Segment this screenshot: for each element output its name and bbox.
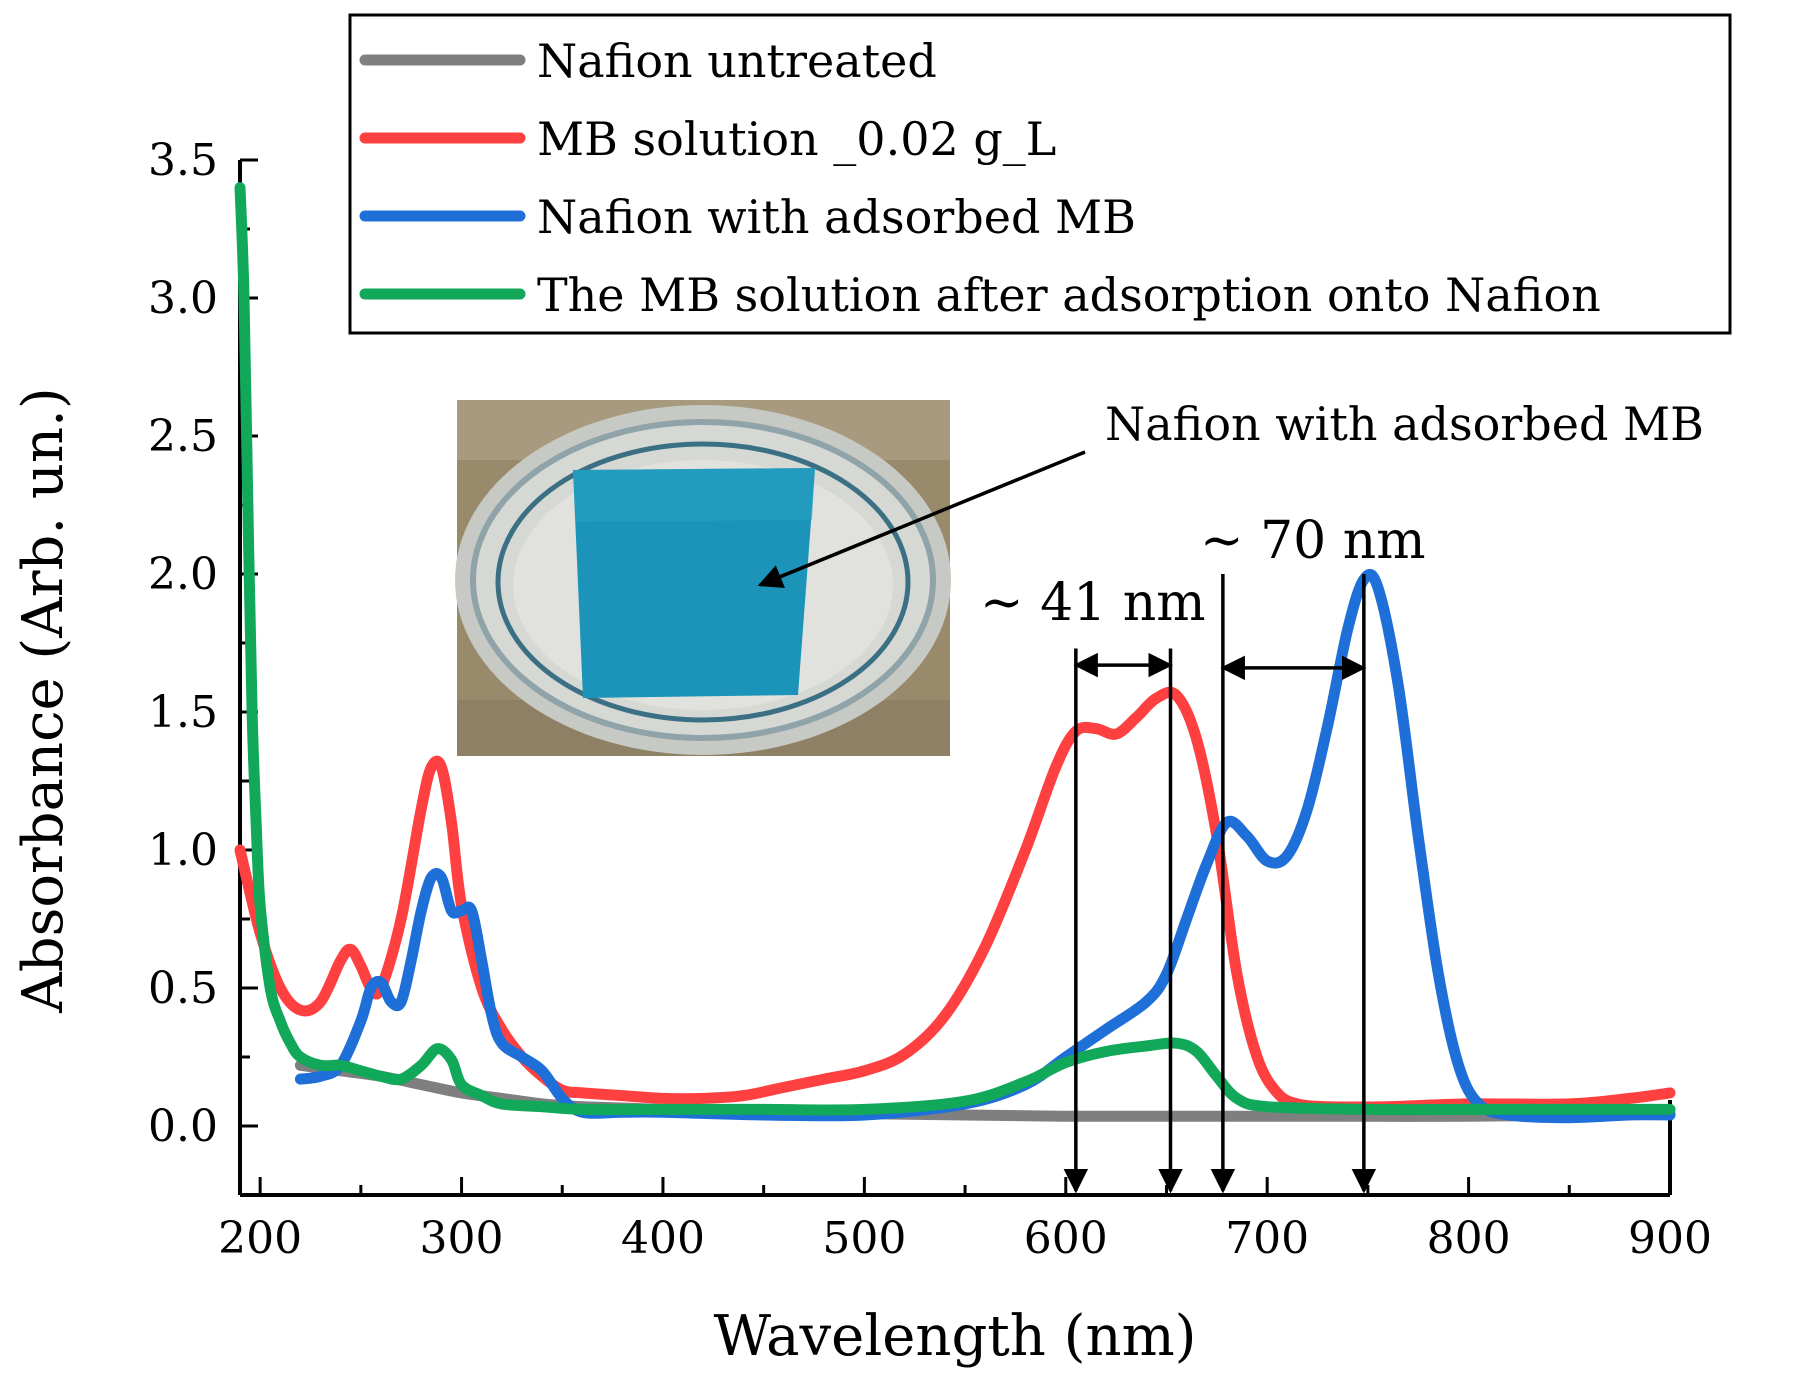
x-tick-label: 200 <box>218 1213 302 1264</box>
inset-label: Nafion with adsorbed MB <box>1105 397 1704 451</box>
legend-label: Nafion untreated <box>537 34 937 88</box>
x-tick-label: 400 <box>621 1213 705 1264</box>
peak-markers <box>1063 574 1377 1194</box>
y-tick-label: 2.5 <box>148 411 218 462</box>
inset-arrow <box>757 450 1086 588</box>
y-tick-label: 1.5 <box>148 687 218 738</box>
series-line-2 <box>234 686 1676 1113</box>
inset-photo <box>455 400 951 756</box>
x-tick-label: 900 <box>1628 1213 1712 1264</box>
legend-label: MB solution _0.02 g_L <box>537 112 1056 166</box>
peak-shift-label-41: ~ 41 nm <box>980 573 1206 633</box>
x-tick-label: 800 <box>1427 1213 1511 1264</box>
peak-shift-label-70: ~ 70 nm <box>1200 511 1426 571</box>
x-axis-title: Wavelength (nm) <box>713 1304 1196 1369</box>
series-layer <box>234 182 1676 1124</box>
legend: Nafion untreated MB solution _0.02 g_L Naf… <box>348 13 1732 335</box>
y-tick-label: 0.0 <box>148 1101 218 1152</box>
y-tick-label: 3.0 <box>148 273 218 324</box>
legend-label: The MB solution after adsorption onto Na… <box>537 268 1601 322</box>
y-tick-label: 3.5 <box>148 135 218 186</box>
legend-label: Nafion with adsorbed MB <box>537 190 1136 244</box>
axis-ticks: 200 300 400 500 600 700 800 900 0.0 0.5 1.0 1.5 2.0 2… <box>148 135 1712 1264</box>
nafion-membrane-icon <box>573 468 815 698</box>
series-line-4 <box>234 182 1676 1116</box>
x-tick-label: 700 <box>1225 1213 1309 1264</box>
y-tick-label: 2.0 <box>148 549 218 600</box>
x-tick-label: 600 <box>1024 1213 1108 1264</box>
x-tick-label: 500 <box>822 1213 906 1264</box>
x-tick-label: 300 <box>420 1213 504 1264</box>
y-tick-label: 1.0 <box>148 825 218 876</box>
y-axis-title: Absorbance (Arb. un.) <box>11 387 76 1013</box>
y-tick-label: 0.5 <box>148 963 218 1014</box>
